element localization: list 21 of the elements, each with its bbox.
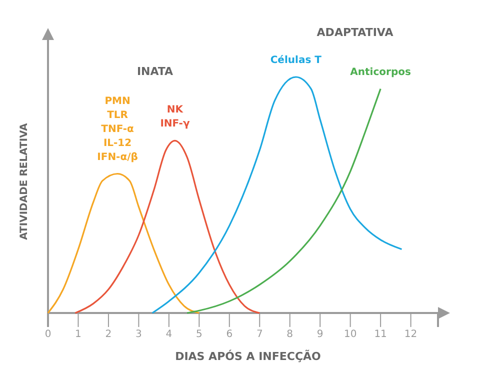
x-tick-label: 1 bbox=[75, 329, 82, 340]
x-tick-label: 2 bbox=[105, 329, 112, 340]
x-tick-label: 4 bbox=[166, 329, 172, 340]
x-tick-label: 3 bbox=[136, 329, 142, 340]
series-label: PMN TLR TNF-α IL-12 IFN-α/β bbox=[97, 96, 138, 163]
annotation: INATA bbox=[136, 65, 174, 78]
x-tick-label: 6 bbox=[226, 329, 233, 340]
y-axis-title: ATIVIDADE RELATIVA bbox=[19, 122, 30, 240]
series-label: Células T bbox=[270, 55, 322, 66]
x-axis-title: DIAS APÓS A INFECÇÃO bbox=[175, 349, 321, 363]
x-tick-label: 10 bbox=[344, 329, 357, 340]
x-tick-label: 12 bbox=[404, 329, 418, 340]
x-tick-label: 5 bbox=[196, 329, 202, 340]
x-tick-label: 7 bbox=[256, 329, 263, 340]
text: ADAPTATIVA bbox=[316, 26, 394, 39]
x-tick-label: 11 bbox=[374, 329, 387, 340]
series-label: NK INF-γ bbox=[160, 104, 190, 130]
series-label: Anticorpos bbox=[350, 66, 411, 78]
x-tick-label: 0 bbox=[44, 329, 52, 340]
x-tick-label: 8 bbox=[286, 329, 294, 340]
x-tick-label: 9 bbox=[316, 329, 324, 340]
